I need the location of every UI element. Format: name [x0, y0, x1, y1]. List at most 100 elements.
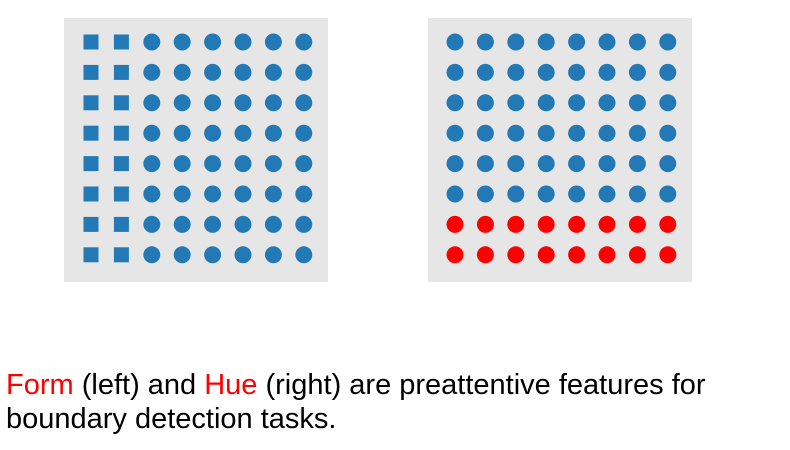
form-circle-marker	[295, 63, 313, 81]
form-circle-marker	[234, 94, 252, 112]
form-circle-marker	[173, 33, 191, 51]
hue-circle-marker	[659, 155, 677, 173]
form-circle-marker	[264, 215, 282, 233]
form-circle-marker	[234, 63, 252, 81]
hue-circle-marker	[659, 185, 677, 203]
hue-circle-marker	[568, 246, 586, 264]
form-circle-marker	[204, 155, 222, 173]
form-circle-marker	[234, 185, 252, 203]
hue-circle-marker	[446, 124, 464, 142]
hue-circle-marker	[537, 155, 555, 173]
form-square-marker	[83, 186, 99, 202]
form-square-marker	[113, 95, 129, 111]
hue-circle-marker	[628, 185, 646, 203]
form-circle-marker	[204, 246, 222, 264]
hue-circle-marker	[568, 124, 586, 142]
form-circle-marker	[204, 33, 222, 51]
hue-circle-marker	[446, 63, 464, 81]
form-circle-marker	[204, 185, 222, 203]
form-circle-marker	[234, 124, 252, 142]
form-circle-marker	[173, 124, 191, 142]
form-circle-marker	[143, 124, 161, 142]
hue-circle-marker	[476, 215, 494, 233]
form-circle-marker	[295, 215, 313, 233]
hue-circle-marker	[568, 155, 586, 173]
form-square-marker	[113, 125, 129, 141]
hue-circle-marker	[537, 246, 555, 264]
form-circle-marker	[143, 155, 161, 173]
form-square-marker	[113, 64, 129, 80]
form-circle-marker	[204, 124, 222, 142]
form-square-marker	[113, 216, 129, 232]
form-square-marker	[83, 156, 99, 172]
hue-circle-marker	[659, 124, 677, 142]
hue-circle-marker	[507, 94, 525, 112]
form-circle-marker	[173, 215, 191, 233]
hue-circle-marker	[598, 246, 616, 264]
hue-circle-marker	[628, 215, 646, 233]
hue-circle-marker	[446, 215, 464, 233]
form-square-marker	[83, 64, 99, 80]
form-circle-marker	[173, 185, 191, 203]
hue-circle-marker	[476, 94, 494, 112]
hue-circle-marker	[537, 124, 555, 142]
form-square-marker	[83, 247, 99, 263]
hue-panel	[428, 18, 692, 282]
hue-circle-marker	[446, 155, 464, 173]
hue-circle-marker	[628, 63, 646, 81]
hue-circle-marker	[598, 155, 616, 173]
form-circle-marker	[234, 215, 252, 233]
form-square-marker	[83, 125, 99, 141]
caption: Form (left) and Hue (right) are preatten…	[6, 368, 786, 436]
form-square-marker	[113, 156, 129, 172]
form-square-marker	[83, 34, 99, 50]
form-circle-marker	[264, 124, 282, 142]
form-square-marker	[113, 34, 129, 50]
hue-circle-marker	[507, 33, 525, 51]
form-circle-marker	[143, 63, 161, 81]
form-circle-marker	[264, 63, 282, 81]
hue-circle-marker	[628, 155, 646, 173]
hue-circle-marker	[507, 246, 525, 264]
hue-circle-marker	[446, 94, 464, 112]
form-circle-marker	[143, 215, 161, 233]
form-circle-marker	[295, 124, 313, 142]
form-panel	[64, 18, 328, 282]
hue-circle-marker	[446, 33, 464, 51]
form-circle-marker	[234, 33, 252, 51]
hue-circle-marker	[476, 246, 494, 264]
hue-circle-marker	[598, 185, 616, 203]
form-circle-marker	[264, 155, 282, 173]
form-circle-marker	[173, 94, 191, 112]
hue-circle-marker	[537, 63, 555, 81]
form-circle-marker	[143, 246, 161, 264]
hue-circle-marker	[537, 185, 555, 203]
hue-circle-marker	[659, 246, 677, 264]
form-circle-marker	[204, 63, 222, 81]
caption-form: Form	[6, 369, 74, 401]
caption-text-2: (right) are preattentive features for bo…	[6, 369, 706, 435]
hue-circle-marker	[659, 94, 677, 112]
hue-circle-marker	[598, 94, 616, 112]
hue-circle-marker	[628, 124, 646, 142]
caption-hue: Hue	[204, 369, 258, 401]
form-circle-marker	[234, 155, 252, 173]
form-square-marker	[83, 216, 99, 232]
form-circle-marker	[204, 215, 222, 233]
form-circle-marker	[264, 94, 282, 112]
form-circle-marker	[264, 33, 282, 51]
hue-circle-marker	[628, 94, 646, 112]
hue-circle-marker	[476, 185, 494, 203]
hue-circle-marker	[598, 215, 616, 233]
hue-circle-marker	[476, 155, 494, 173]
hue-circle-marker	[507, 124, 525, 142]
hue-circle-marker	[537, 94, 555, 112]
hue-circle-marker	[659, 215, 677, 233]
hue-circle-marker	[628, 246, 646, 264]
form-circle-marker	[143, 94, 161, 112]
form-circle-marker	[143, 33, 161, 51]
hue-circle-marker	[598, 63, 616, 81]
hue-circle-marker	[446, 185, 464, 203]
hue-circle-marker	[507, 185, 525, 203]
form-circle-marker	[204, 94, 222, 112]
